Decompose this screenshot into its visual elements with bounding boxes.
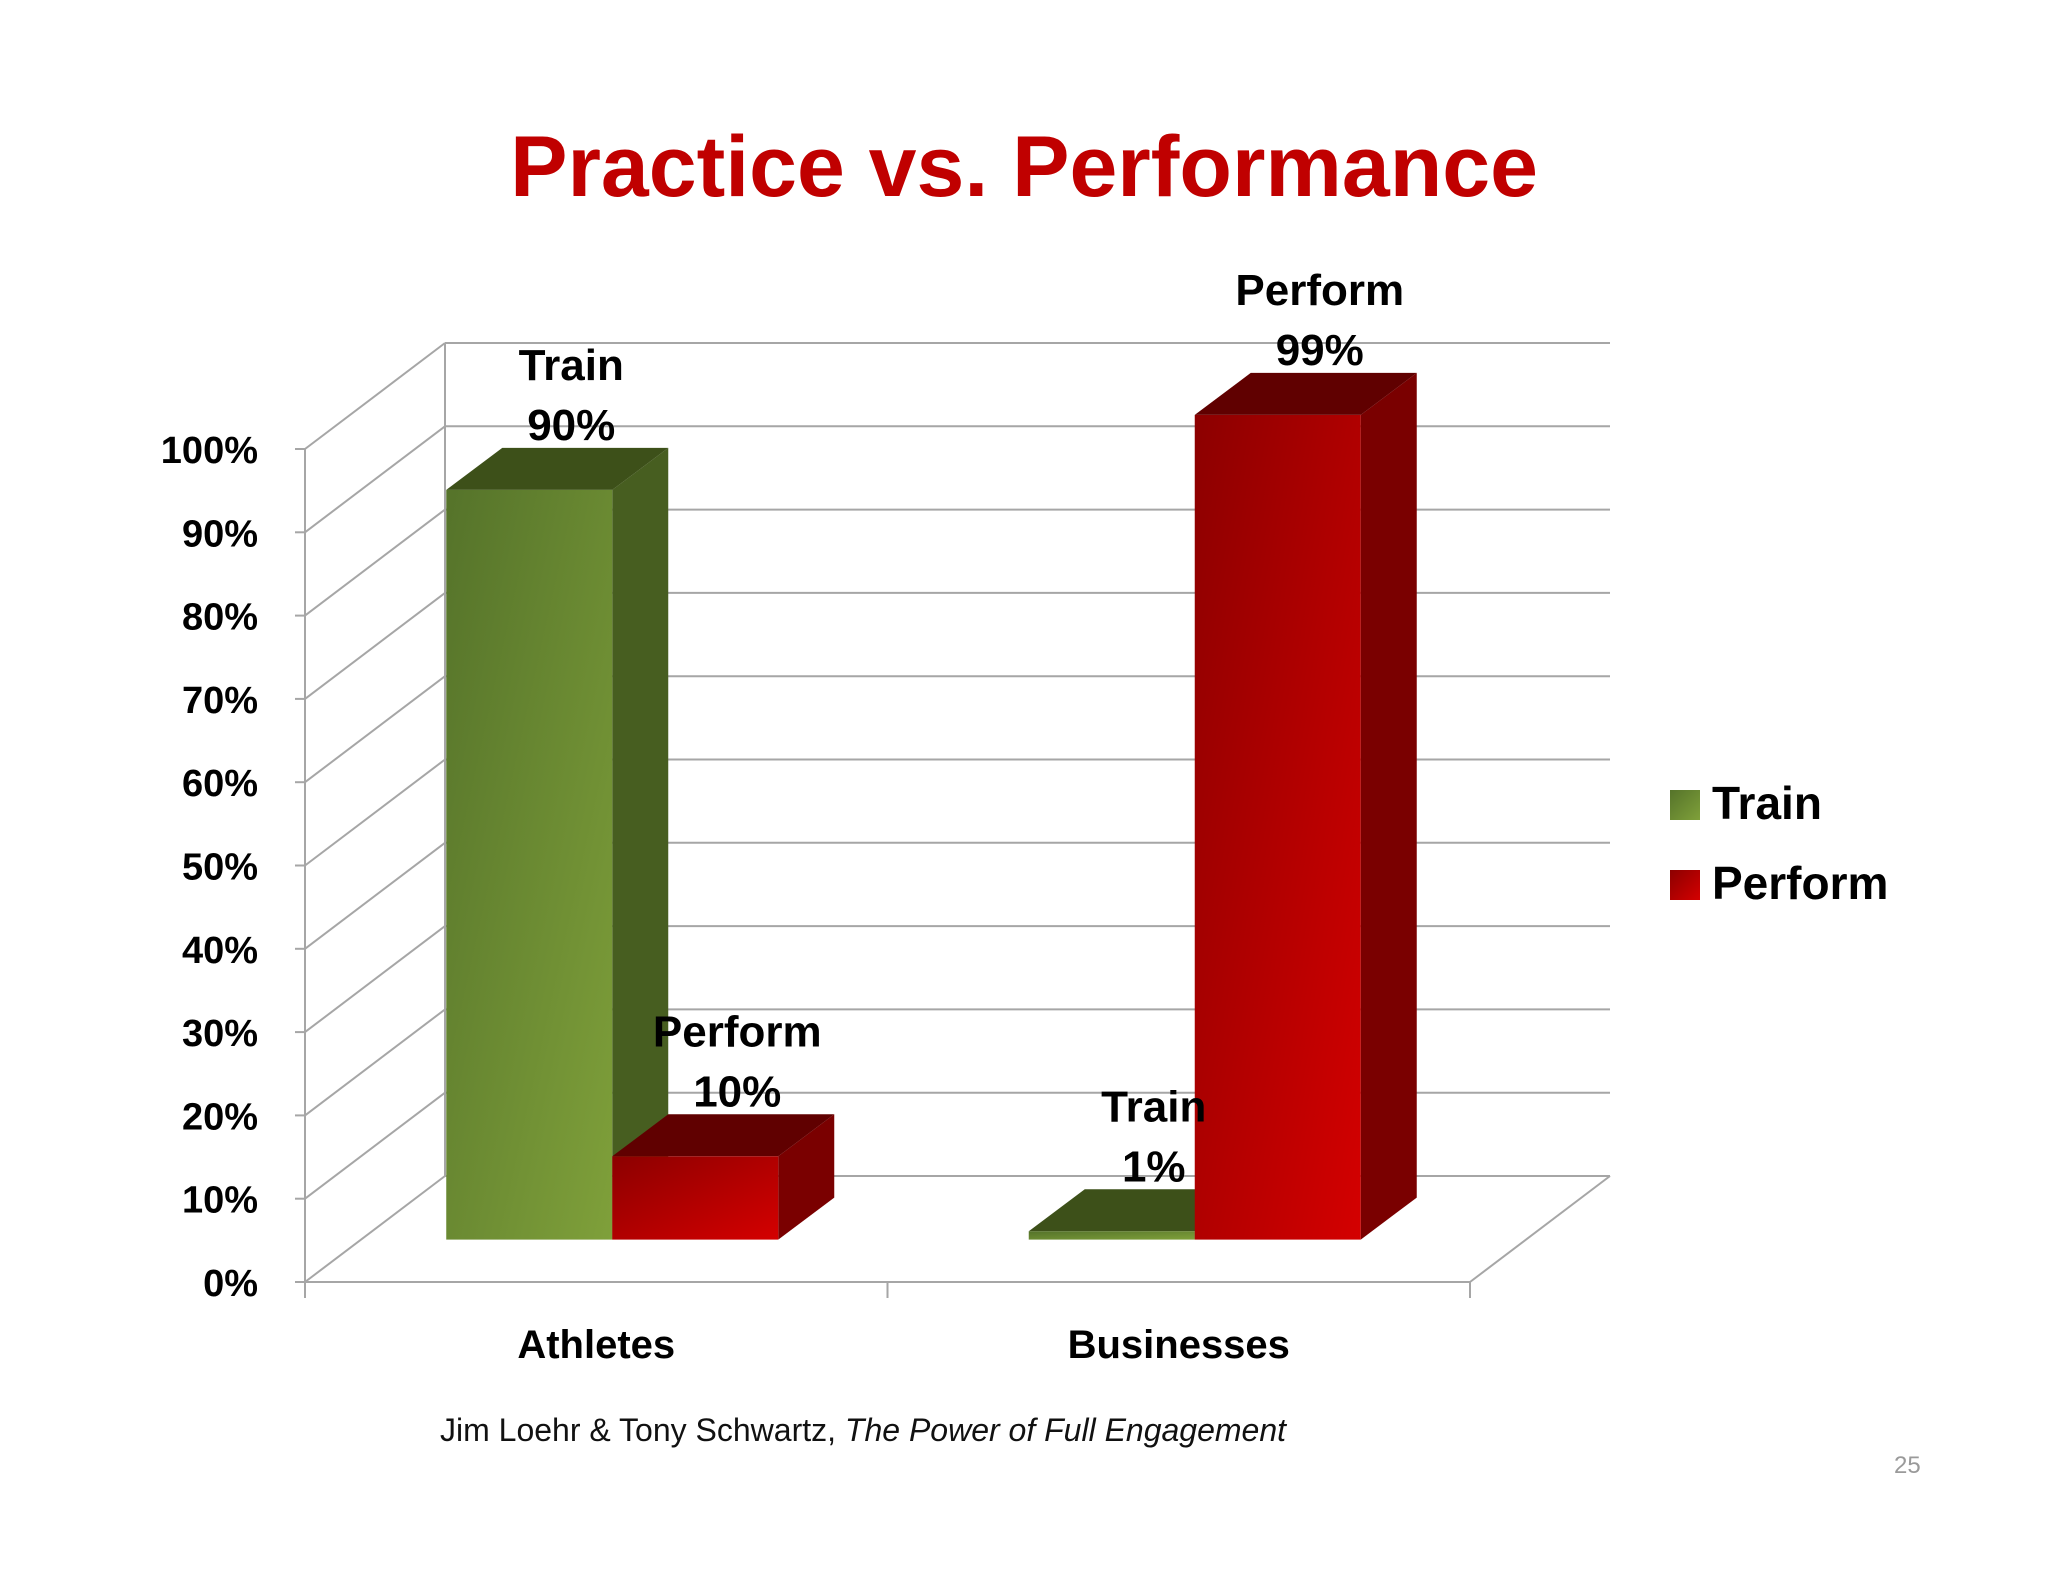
y-tick-label: 0% xyxy=(203,1263,258,1305)
page-number: 25 xyxy=(1894,1452,1921,1479)
bar-front xyxy=(1194,414,1361,1240)
y-tick-label: 10% xyxy=(182,1180,258,1222)
y-tick-label: 70% xyxy=(182,680,258,722)
bar-front xyxy=(446,489,613,1240)
data-label-value: 99% xyxy=(1276,326,1364,375)
side-wall-gridline xyxy=(304,925,446,1033)
bar-front xyxy=(1028,1231,1195,1240)
legend: Train Perform xyxy=(1670,777,1888,909)
x-axis: Athletes Businesses xyxy=(304,1281,1471,1367)
side-wall-gridline xyxy=(304,1175,446,1283)
bar-side xyxy=(778,1114,835,1240)
y-tick-label: 80% xyxy=(182,597,258,639)
page-title: Practice vs. Performance xyxy=(510,119,1538,215)
data-label-value: 10% xyxy=(693,1067,781,1116)
y-tick-label: 20% xyxy=(182,1096,258,1138)
bar-perform-athletes xyxy=(612,1114,835,1240)
bar-side xyxy=(612,447,669,1240)
side-wall-gridline xyxy=(304,675,446,783)
data-label-series: Train xyxy=(519,341,624,390)
citation-book-title: The Power of Full Engagement xyxy=(844,1412,1287,1448)
bar-front xyxy=(612,1156,779,1240)
floor-edge xyxy=(1469,1175,1611,1283)
bar-side xyxy=(1360,372,1417,1240)
side-wall-gridline xyxy=(304,842,446,950)
bar-top xyxy=(612,1114,835,1157)
bar-top xyxy=(1194,372,1417,415)
y-tick-label: 60% xyxy=(182,763,258,805)
data-label-series: Train xyxy=(1101,1082,1206,1131)
x-category-label: Athletes xyxy=(517,1323,675,1367)
citation-authors: Jim Loehr & Tony Schwartz, xyxy=(440,1412,845,1448)
side-wall-gridline xyxy=(304,1008,446,1117)
data-label-series: Perform xyxy=(653,1007,822,1056)
bar-top xyxy=(446,447,669,490)
legend-label-train: Train xyxy=(1712,777,1822,829)
y-axis-ticks: 0% 10% 20% 30% 40% 50% 60% 70% 80% 90% 100% xyxy=(161,430,305,1305)
bars xyxy=(446,372,1417,1240)
y-tick-label: 100% xyxy=(161,430,258,472)
side-wall-gridline xyxy=(304,592,446,700)
bar-perform-businesses xyxy=(1194,372,1417,1240)
legend-swatch-perform xyxy=(1670,870,1700,900)
data-label-value: 1% xyxy=(1122,1142,1186,1191)
side-wall-gridline xyxy=(304,342,446,450)
side-wall-gridline xyxy=(304,758,446,867)
legend-label-perform: Perform xyxy=(1712,857,1888,909)
x-category-label: Businesses xyxy=(1068,1323,1290,1367)
citation: Jim Loehr & Tony Schwartz, The Power of … xyxy=(440,1412,1286,1449)
y-tick-label: 50% xyxy=(182,847,258,889)
data-label-value: 90% xyxy=(527,401,615,450)
side-wall-gridline xyxy=(304,425,446,534)
y-tick-label: 40% xyxy=(182,930,258,972)
legend-swatch-train xyxy=(1670,790,1700,820)
data-label-series: Perform xyxy=(1235,266,1404,315)
data-labels: Train 90% Perform 10% Train 1% Perform 99% xyxy=(519,266,1404,1191)
bar-train-athletes xyxy=(446,447,669,1240)
side-wall-gridline xyxy=(304,508,446,617)
y-tick-label: 90% xyxy=(182,513,258,555)
y-tick-label: 30% xyxy=(182,1013,258,1055)
side-wall-gridline xyxy=(304,1091,446,1200)
